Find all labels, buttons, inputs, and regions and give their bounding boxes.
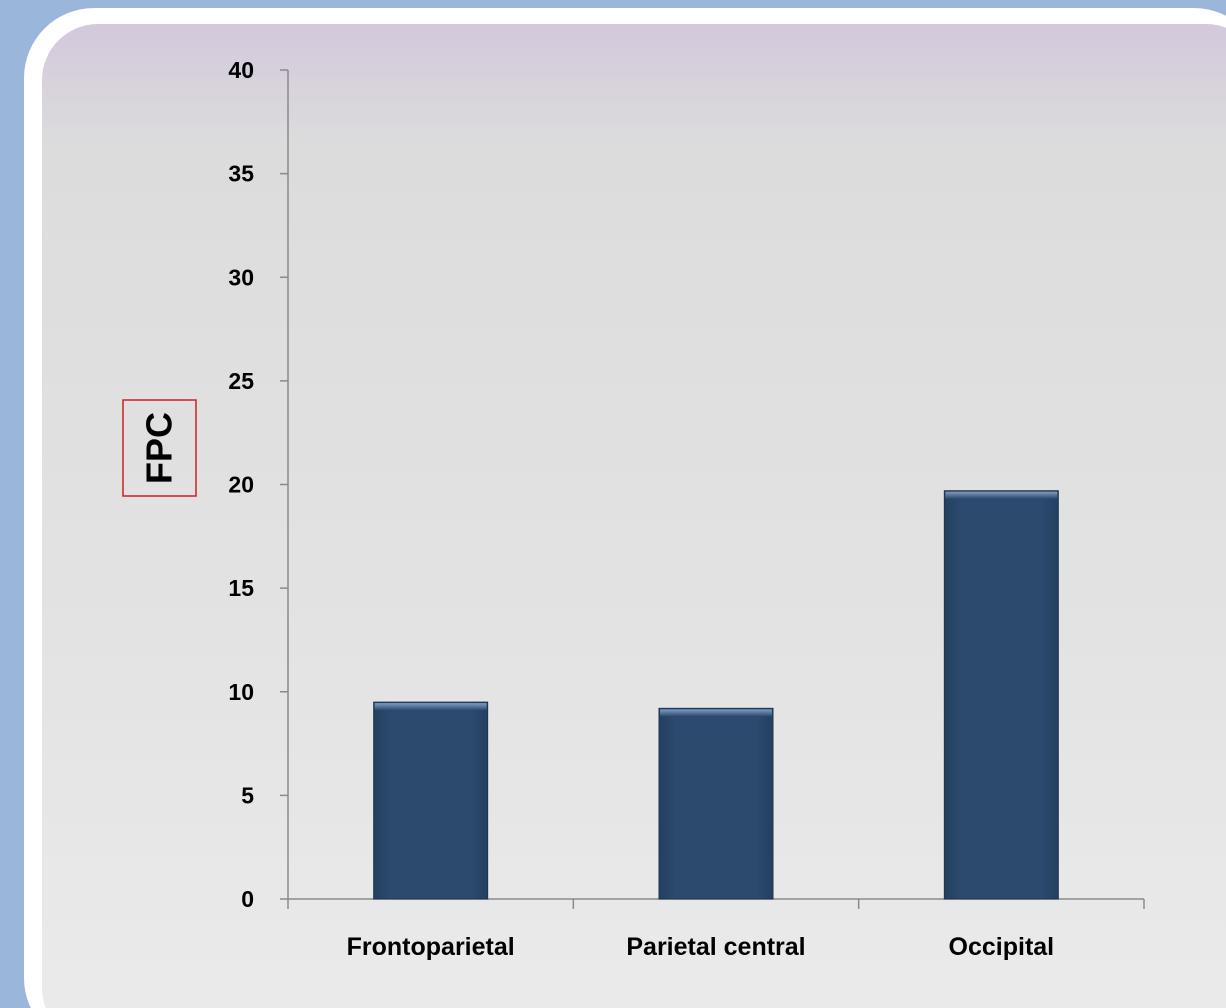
bar	[658, 707, 774, 900]
bar-parietal-central	[658, 707, 774, 900]
x-category-label: Occipital	[949, 933, 1055, 961]
y-tick-label: 20	[228, 472, 254, 498]
bar-highlight	[660, 709, 772, 717]
y-tick-label: 0	[241, 886, 254, 912]
chart-bars	[373, 490, 1059, 900]
y-tick-label: 5	[241, 782, 254, 808]
bar-highlight	[945, 491, 1058, 499]
y-tick-label: 25	[228, 368, 254, 394]
x-category-label: Parietal central	[626, 933, 805, 961]
y-axis-label-box	[122, 399, 197, 497]
y-axis-label-group: FPC	[122, 399, 197, 497]
y-tick-label: 15	[228, 575, 254, 601]
y-tick-label: 40	[228, 57, 254, 83]
y-tick-label: 35	[228, 161, 254, 187]
y-tick-label: 10	[228, 679, 254, 705]
bar	[943, 490, 1059, 900]
bar-frontoparietal	[373, 701, 489, 900]
y-axis-label: FPC	[139, 412, 180, 484]
bar-highlight	[374, 703, 487, 711]
bar-occipital	[943, 490, 1059, 900]
bar	[373, 701, 489, 900]
chart-axes: 0 5 10 15 20 25 30 35 40 Frontoparietal Parietal c…	[228, 57, 1145, 961]
y-tick-label: 30	[228, 264, 254, 290]
x-category-label: Frontoparietal	[347, 933, 515, 961]
